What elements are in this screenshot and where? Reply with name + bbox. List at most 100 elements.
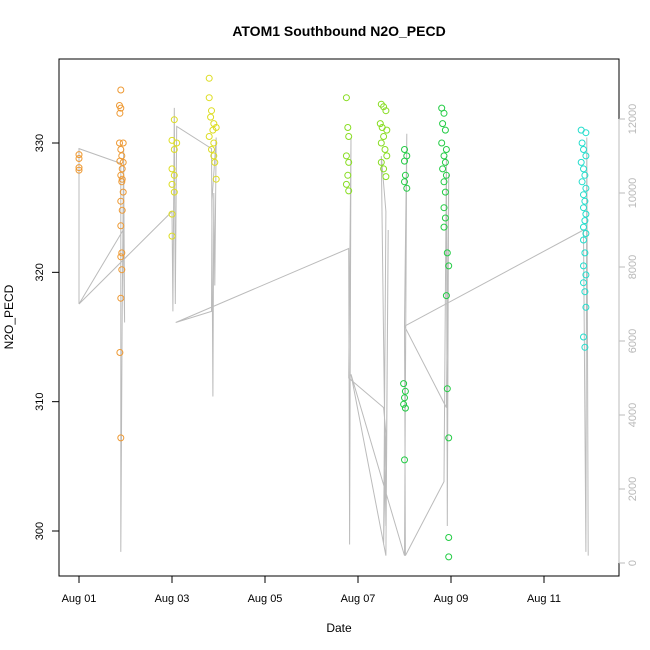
data-point [168,210,176,218]
data-point [401,178,408,186]
plot-frame [58,58,620,577]
data-point [582,230,590,237]
data-point [205,94,213,102]
data-point [581,288,589,296]
data-point [211,158,219,166]
data-point [401,394,408,402]
data-point [580,333,587,341]
data-point [208,107,215,115]
x-tick-label: Aug 05 [248,593,283,605]
data-point [118,206,126,214]
data-point [438,139,446,147]
data-point [170,116,178,124]
y2-tick-label: 6000 [627,329,639,353]
data-point [582,271,590,279]
data-point [345,133,353,140]
data-point [209,126,217,134]
data-point [580,191,587,199]
data-point [582,210,590,218]
y-tick-label: 320 [34,263,46,281]
data-point [441,214,449,222]
plot-marks [75,74,590,561]
data-point [117,86,125,94]
data-point [577,158,585,166]
data-point [401,171,409,179]
data-point [578,139,586,147]
y-tick-label: 330 [34,134,46,152]
data-point [580,165,587,173]
data-point [442,292,450,300]
y2-tick-label: 0 [627,560,639,566]
data-point [400,400,408,408]
data-point [441,188,449,196]
data-point [580,204,587,212]
y-tick-label: 310 [34,392,46,410]
chart-title: ATOM1 Southbound N2O_PECD [232,23,445,39]
data-point [117,146,125,153]
data-point [383,126,391,134]
data-point [580,262,587,270]
data-point [440,204,448,212]
data-point [582,184,590,192]
data-point [377,139,385,147]
data-point [170,171,178,179]
data-point [445,434,453,442]
data-point [118,165,126,173]
x-tick-label: Aug 01 [62,593,97,605]
data-point [439,120,447,128]
data-point [580,146,587,153]
x-tick-label: Aug 09 [434,593,469,605]
data-point [118,175,126,183]
data-point [401,456,408,464]
data-point [168,180,176,188]
data-point [581,249,589,257]
data-point [377,158,385,166]
y-tick-label: 300 [34,522,46,540]
data-point [344,171,352,179]
x-tick-label: Aug 07 [341,593,376,605]
data-point [117,171,125,179]
data-point [440,152,448,160]
data-point [116,157,124,165]
data-point [381,146,389,153]
data-point [168,232,176,240]
data-point [170,188,178,196]
data-point [445,262,453,270]
data-point [580,279,587,287]
altitude-line [78,107,589,556]
data-point [441,158,449,166]
data-point [212,175,220,183]
data-point [581,343,589,351]
data-point [119,158,127,166]
data-point [582,303,590,311]
data-point [382,107,390,115]
data-point [210,139,218,147]
data-point [382,173,390,181]
data-point [401,404,409,412]
y-axis-label: N2O_PECD [2,284,16,349]
data-point [75,151,83,159]
data-point [119,188,127,196]
y2-tick-label: 2000 [627,477,639,501]
data-point [118,266,126,274]
data-point [380,133,388,140]
data-point [75,155,83,162]
data-point [401,387,409,395]
data-point [440,223,448,231]
data-point [173,139,181,147]
data-point [442,171,450,179]
data-point [117,222,125,230]
data-point [117,253,125,261]
data-point [380,103,388,111]
data-point [342,180,350,188]
data-point [116,109,124,117]
data-point [445,534,453,541]
data-point [345,187,353,195]
data-point [582,129,590,137]
data-point [443,249,451,257]
data-point [380,165,388,173]
data-point [439,165,447,173]
data-point [345,158,353,166]
data-point [383,152,391,160]
